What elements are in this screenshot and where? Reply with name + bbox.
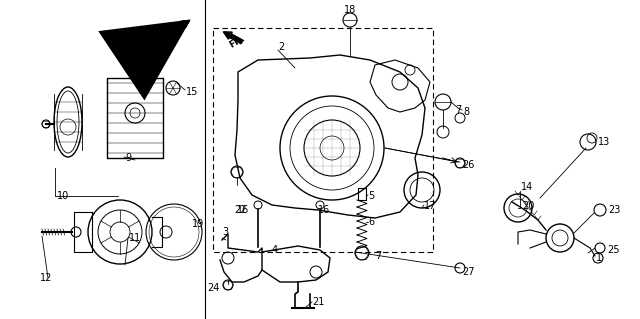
Text: FR.: FR. (228, 34, 247, 50)
Text: 6: 6 (368, 217, 374, 227)
Text: 16: 16 (237, 205, 249, 215)
Text: 16: 16 (318, 205, 330, 215)
Text: 5: 5 (368, 191, 374, 201)
Text: 20: 20 (522, 201, 534, 211)
Text: 11: 11 (129, 233, 141, 243)
Text: 3: 3 (222, 227, 228, 237)
Text: 21: 21 (312, 297, 324, 307)
Text: 7: 7 (375, 251, 381, 261)
Text: 19: 19 (192, 219, 204, 229)
FancyArrow shape (174, 20, 189, 32)
Text: 1: 1 (596, 253, 602, 263)
Text: 9: 9 (125, 153, 131, 163)
Text: 25: 25 (607, 245, 620, 255)
Text: 12: 12 (40, 273, 52, 283)
Text: 15: 15 (186, 87, 198, 97)
Text: 13: 13 (598, 137, 611, 147)
Bar (213, 28, 433, 252)
Text: 23: 23 (608, 205, 620, 215)
Text: 7: 7 (455, 105, 461, 115)
FancyArrow shape (223, 32, 243, 44)
Text: 18: 18 (344, 5, 356, 15)
Bar (107, 78, 163, 158)
Text: 27: 27 (462, 267, 474, 277)
Text: 8: 8 (463, 107, 469, 117)
Text: 26: 26 (462, 160, 474, 170)
Text: 17: 17 (424, 201, 436, 211)
Text: 24: 24 (207, 283, 220, 293)
Text: 4: 4 (272, 245, 278, 255)
Text: 10: 10 (57, 191, 69, 201)
Text: 2: 2 (278, 42, 284, 52)
Text: 14: 14 (521, 182, 533, 192)
Text: 22: 22 (234, 205, 246, 215)
Text: FR.: FR. (163, 22, 182, 38)
